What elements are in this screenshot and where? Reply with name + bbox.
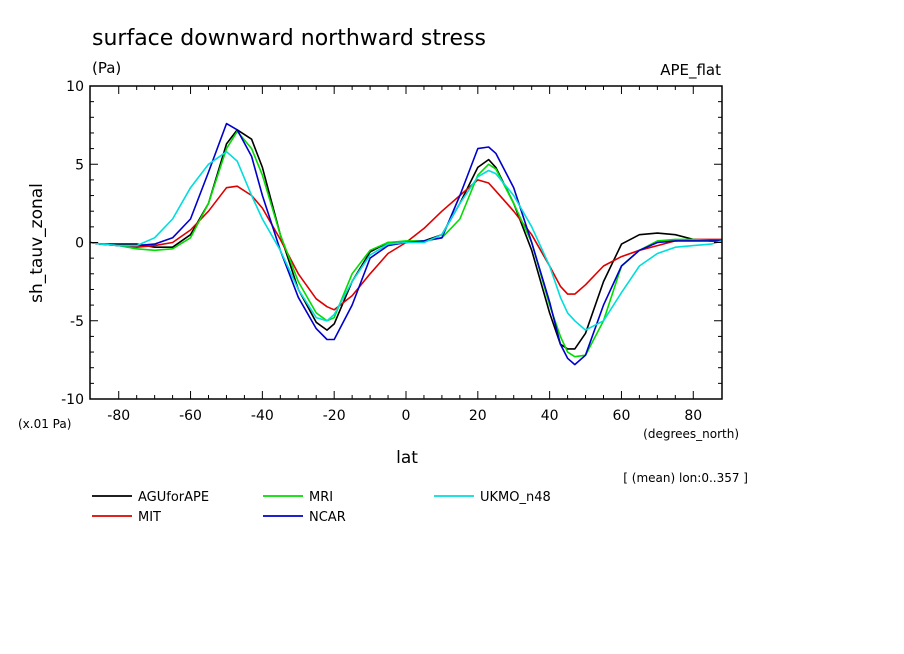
legend-label-AGUforAPE: AGUforAPE bbox=[138, 490, 209, 505]
legend-label-NCAR: NCAR bbox=[309, 510, 346, 525]
experiment-label: APE_flat bbox=[660, 61, 721, 80]
y-tick-label: 0 bbox=[75, 236, 84, 252]
legend-label-UKMO_n48: UKMO_n48 bbox=[480, 490, 551, 505]
series-line-UKMO_n48 bbox=[89, 150, 723, 331]
x-units-label: (degrees_north) bbox=[643, 427, 739, 441]
y-tick-label: -5 bbox=[70, 314, 84, 330]
y-tick-label: 10 bbox=[66, 79, 84, 95]
series-line-MIT bbox=[89, 179, 722, 311]
y-scale-note: (x.01 Pa) bbox=[18, 417, 71, 431]
x-tick-label: 60 bbox=[613, 408, 631, 424]
chart-title: surface downward northward stress bbox=[92, 26, 486, 51]
x-tick-label: 40 bbox=[541, 408, 559, 424]
y-tick-labels: -10 -5 0 5 10 bbox=[61, 79, 84, 408]
axis-ticks bbox=[90, 85, 722, 400]
x-tick-label: 20 bbox=[469, 408, 487, 424]
series-line-AGUforAPE bbox=[89, 129, 722, 350]
plot-lines bbox=[89, 122, 723, 366]
x-tick-labels: -80 -60 -40 -20 0 20 40 60 80 bbox=[107, 408, 702, 424]
legend-label-MRI: MRI bbox=[309, 490, 333, 505]
x-tick-label: -60 bbox=[179, 408, 202, 424]
legend: AGUforAPE MIT MRI NCAR UKMO_n48 bbox=[92, 490, 551, 525]
x-tick-label: -80 bbox=[107, 408, 130, 424]
legend-label-MIT: MIT bbox=[138, 510, 161, 525]
y-axis-label: sh_tauv_zonal bbox=[27, 183, 47, 303]
x-axis-label: lat bbox=[396, 448, 418, 468]
footnote: [ (mean) lon:0..357 ] bbox=[623, 471, 748, 485]
x-tick-label: 80 bbox=[684, 408, 702, 424]
x-tick-label: -40 bbox=[251, 408, 274, 424]
chart-units: (Pa) bbox=[92, 59, 121, 77]
series-line-NCAR bbox=[89, 122, 722, 366]
y-tick-label: -10 bbox=[61, 392, 84, 408]
x-tick-label: 0 bbox=[402, 408, 411, 424]
series-line-MRI bbox=[89, 130, 722, 358]
x-tick-label: -20 bbox=[323, 408, 346, 424]
y-tick-label: 5 bbox=[75, 157, 84, 173]
